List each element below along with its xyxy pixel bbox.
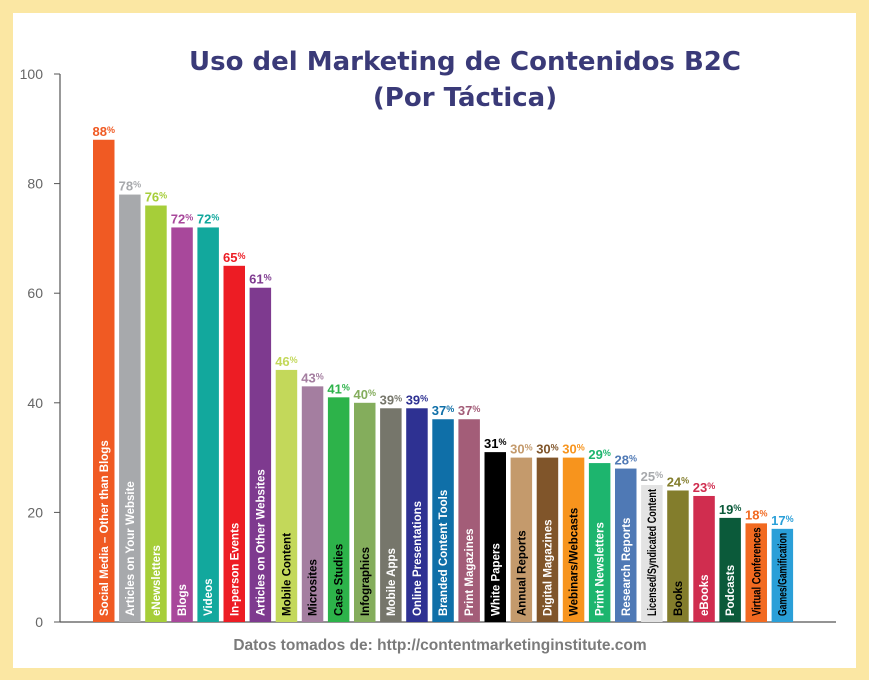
bar-value-label: 46% bbox=[275, 354, 297, 369]
bar-category-label: Books bbox=[673, 581, 685, 616]
bar-value-label: 61% bbox=[249, 272, 271, 287]
bar bbox=[641, 485, 663, 622]
bar-category-label: In-person Events bbox=[229, 523, 241, 616]
bar-category-label: Podcasts bbox=[725, 565, 737, 616]
bar-value-label: 31% bbox=[484, 436, 506, 451]
chart-card: Uso del Marketing de Contenidos B2C (Por… bbox=[13, 13, 856, 668]
bar-labels: Social Media – Other than Blogs Articles … bbox=[99, 440, 790, 616]
bar-value-label: 78% bbox=[119, 179, 141, 194]
bar-category-label: Blogs bbox=[177, 584, 189, 616]
bar bbox=[380, 408, 402, 622]
bar-category-label: Microsites bbox=[308, 559, 320, 616]
bars bbox=[93, 139, 794, 622]
bar-value-label: 88% bbox=[93, 124, 115, 139]
bar bbox=[719, 517, 741, 622]
bar-value-label: 18% bbox=[745, 507, 767, 522]
bar-value-label: 39% bbox=[406, 392, 428, 407]
bar-category-label: Case Studies bbox=[334, 544, 346, 616]
bar bbox=[145, 205, 167, 622]
bar-value-label: 40% bbox=[354, 387, 376, 402]
bar bbox=[249, 287, 272, 622]
bar-category-label: Licensed/Syndicated Content bbox=[647, 489, 659, 616]
bar bbox=[327, 397, 350, 622]
bar-value-label: 76% bbox=[145, 190, 167, 205]
y-tick-label: 100 bbox=[20, 66, 44, 82]
bar bbox=[510, 457, 533, 622]
bar-value-label: 30% bbox=[536, 442, 558, 457]
y-tick-label: 60 bbox=[27, 285, 43, 301]
bar-category-label: Games/Gamification bbox=[777, 533, 789, 616]
bar-category-label: Branded Content Tools bbox=[438, 490, 450, 616]
bar-value-label: 37% bbox=[432, 403, 454, 418]
bar bbox=[119, 194, 141, 622]
bar-value-label: 24% bbox=[667, 474, 689, 489]
y-tick-label: 40 bbox=[27, 395, 43, 411]
bar-category-label: Digital Magazines bbox=[542, 520, 554, 617]
bar-value-label: 72% bbox=[171, 211, 193, 226]
bar-category-label: Articles on Your Website bbox=[125, 481, 137, 616]
bar-value-label: 28% bbox=[615, 453, 637, 468]
bar-category-label: Print Newsletters bbox=[595, 522, 607, 616]
source-note: Datos tomados de: http://contentmarketin… bbox=[233, 637, 646, 654]
bar-value-label: 65% bbox=[223, 250, 245, 265]
bar bbox=[536, 457, 559, 622]
bar-value-label: 17% bbox=[771, 513, 793, 528]
bar-value-label: 30% bbox=[510, 442, 532, 457]
bar-value-label: 19% bbox=[719, 502, 741, 517]
bar-category-label: Virtual Conferences bbox=[751, 527, 763, 616]
bar-category-label: Mobile Apps bbox=[386, 548, 398, 616]
bar-value-label: 39% bbox=[380, 392, 402, 407]
bar bbox=[93, 139, 115, 622]
bar-category-label: Infographics bbox=[360, 547, 372, 616]
y-tick-label: 0 bbox=[35, 614, 43, 630]
bar bbox=[693, 495, 715, 622]
bar bbox=[458, 419, 480, 622]
bar-value-label: 25% bbox=[641, 469, 663, 484]
bar-chart: Uso del Marketing de Contenidos B2C (Por… bbox=[20, 47, 836, 654]
bar-category-label: eBooks bbox=[699, 574, 711, 616]
bar-category-label: Online Presentations bbox=[412, 501, 424, 616]
bar-category-label: Research Reports bbox=[621, 518, 633, 616]
bar bbox=[615, 468, 637, 622]
bar-value-label: 23% bbox=[693, 480, 715, 495]
bar bbox=[432, 419, 454, 622]
bar-value-label: 37% bbox=[458, 403, 480, 418]
bar-category-label: Videos bbox=[203, 579, 215, 617]
bar bbox=[197, 227, 219, 622]
bar-value-label: 30% bbox=[562, 442, 584, 457]
bar-category-label: Articles on Other Websites bbox=[255, 469, 267, 616]
bar bbox=[745, 523, 767, 622]
bar-category-label: Webinars/Webcasts bbox=[569, 508, 581, 616]
bar bbox=[667, 490, 689, 622]
bar-category-label: White Papers bbox=[490, 543, 502, 616]
bar bbox=[588, 463, 611, 622]
bar bbox=[354, 402, 376, 622]
bar bbox=[223, 265, 245, 622]
bar-category-label: Social Media – Other than Blogs bbox=[99, 440, 111, 616]
bar bbox=[171, 227, 193, 622]
y-tick-label: 20 bbox=[27, 504, 43, 520]
bar-category-label: eNewsletters bbox=[151, 545, 163, 616]
y-tick-label: 80 bbox=[27, 176, 43, 192]
bar-category-label: Print Magazines bbox=[464, 528, 476, 616]
bar-category-label: Mobile Content bbox=[281, 533, 293, 616]
bar bbox=[406, 408, 428, 622]
bar-value-label: 29% bbox=[588, 447, 610, 462]
bar bbox=[301, 386, 324, 622]
bar-value-label: 43% bbox=[301, 370, 323, 385]
bar-value-label: 72% bbox=[197, 211, 219, 226]
bar bbox=[484, 452, 506, 622]
y-axis-ticks: 0 20 40 60 80 100 bbox=[20, 66, 60, 630]
bar bbox=[771, 528, 794, 622]
bar bbox=[562, 457, 585, 622]
bar bbox=[275, 369, 298, 622]
chart-subtitle: (Por Táctica) bbox=[373, 83, 557, 113]
bar-category-label: Annual Reports bbox=[516, 530, 528, 616]
bar-value-label: 41% bbox=[327, 381, 349, 396]
chart-title: Uso del Marketing de Contenidos B2C bbox=[189, 47, 741, 77]
